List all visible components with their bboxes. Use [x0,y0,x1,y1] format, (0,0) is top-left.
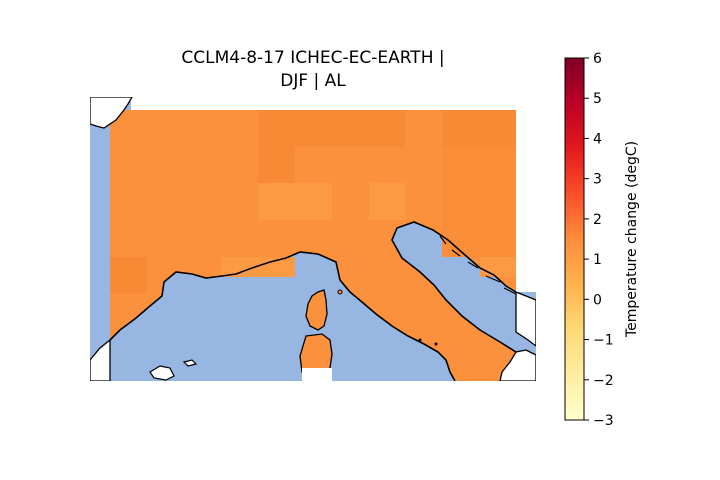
small-island [418,338,422,342]
colorbar-tick-label: −1 [593,333,614,349]
colorbar-tick-label: −3 [593,413,614,429]
iberia-white [90,338,111,381]
grid-cell [258,147,295,183]
island-corsica [305,289,328,331]
island-menorca [182,359,198,367]
colorbar-tick-label: 3 [593,172,602,188]
colorbar-tick-label: 2 [593,212,602,228]
grid-cell [258,183,332,220]
colorbar-tick-label: 0 [593,292,602,308]
land-mass-north [110,110,516,381]
island-elba [337,289,343,295]
colorbar-tick-label: 6 [593,51,602,67]
dalmatian-islands [439,235,517,295]
map-title-line-1: CCLM4-8-17 ICHEC-EC-EARTH | [181,48,445,68]
grid-cell [480,257,516,277]
colorbar-tick-label: 1 [593,252,602,268]
no-data-strip-right [516,97,536,292]
island-sardinia [299,333,333,373]
land-britain-corner [90,97,133,129]
island-mallorca [149,365,175,381]
map-title-line-2: DJF | AL [280,71,346,91]
grid-cell [258,110,406,147]
coastline [109,251,456,381]
no-data-strip-top [131,97,536,110]
colorbar-gradient [564,57,585,421]
colorbar-label: Temperature change (degC) [624,141,640,338]
land-south-tip [499,349,536,381]
land-italy [336,262,500,381]
no-data-sardinia-south [302,368,332,381]
colorbar-ticks: 6 5 4 3 2 1 0 −1 −2 −3 [584,51,614,429]
grid-cell [442,110,516,147]
colorbar-tick-label: 4 [593,131,602,147]
colorbar: 6 5 4 3 2 1 0 −1 −2 −3 Temperature change (degC) [564,51,640,429]
small-island [434,342,438,346]
map-panel [90,97,536,381]
grid-cell [110,257,147,293]
colorbar-tick-label: 5 [593,91,602,107]
grid-cell [442,147,516,257]
grid-cell [369,183,406,220]
colorbar-tick-label: −2 [593,373,614,389]
land-balkans-edge [515,291,536,347]
coastline-adriatic [391,221,517,353]
